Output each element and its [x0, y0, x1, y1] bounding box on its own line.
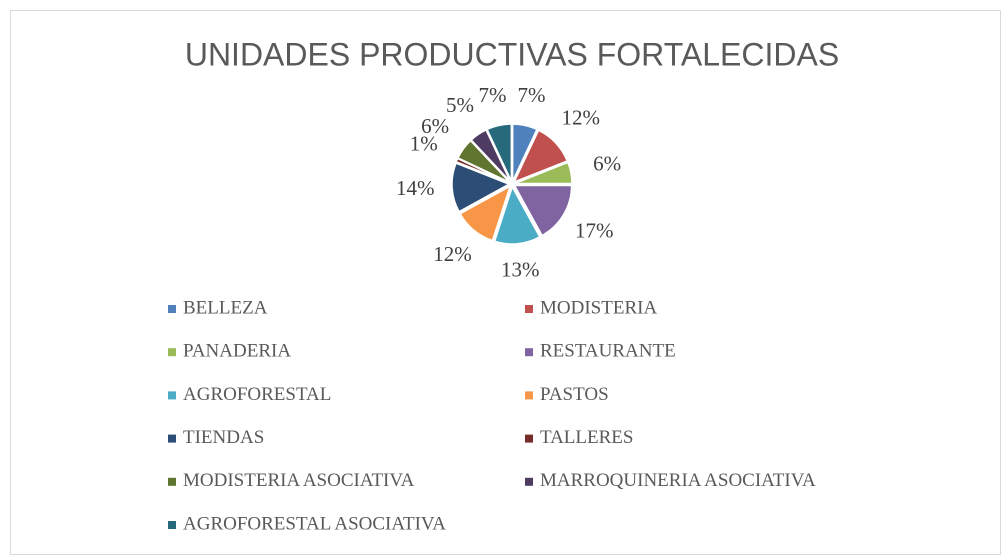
pie-slice — [486, 123, 513, 182]
data-label: 12% — [433, 242, 472, 266]
legend-swatch — [525, 477, 533, 486]
data-label: 17% — [575, 218, 614, 242]
legend-swatch — [525, 391, 533, 400]
pie-slice — [514, 161, 573, 185]
legend-swatch — [525, 348, 533, 357]
data-label: 1% — [410, 132, 438, 156]
data-label: 6% — [421, 114, 449, 138]
legend-swatch — [168, 348, 176, 357]
chart-frame — [10, 10, 1001, 555]
legend-swatch — [168, 434, 176, 443]
legend-label: PASTOS — [540, 384, 609, 405]
pie-slice — [512, 129, 569, 184]
pie-slice — [456, 139, 511, 183]
data-label: 5% — [446, 93, 474, 117]
pie-slice — [451, 162, 511, 213]
legend-label: TIENDAS — [183, 427, 264, 448]
data-label: 13% — [501, 257, 540, 281]
data-label: 7% — [479, 83, 507, 107]
pie-slice — [511, 123, 538, 182]
legend-swatch — [168, 305, 176, 313]
pie-slice — [493, 185, 541, 245]
legend-swatch — [168, 391, 176, 400]
legend-label: MODISTERIA — [540, 297, 657, 318]
data-label: 6% — [593, 152, 621, 176]
data-label: 12% — [561, 105, 600, 129]
legend-label: AGROFORESTAL ASOCIATIVA — [183, 513, 446, 534]
legend-label: BELLEZA — [183, 297, 268, 318]
legend-swatch — [168, 477, 176, 486]
legend-swatch — [525, 305, 533, 313]
pie-slice — [513, 184, 573, 237]
pie-slice — [459, 184, 512, 242]
legend-label: AGROFORESTAL — [183, 384, 331, 405]
data-label: 14% — [396, 176, 435, 200]
legend-swatch — [168, 521, 176, 529]
legend-label: PANADERIA — [183, 341, 291, 362]
legend-label: MARROQUINERIA ASOCIATIVA — [540, 470, 816, 491]
pie-slice — [470, 128, 511, 183]
legend-swatch — [525, 434, 533, 443]
legend-label: TALLERES — [540, 427, 633, 448]
legend-label: RESTAURANTE — [540, 341, 676, 362]
data-label: 7% — [517, 83, 545, 107]
legend-label: MODISTERIA ASOCIATIVA — [183, 470, 415, 491]
chart-title: UNIDADES PRODUCTIVAS FORTALECIDAS — [185, 36, 839, 72]
